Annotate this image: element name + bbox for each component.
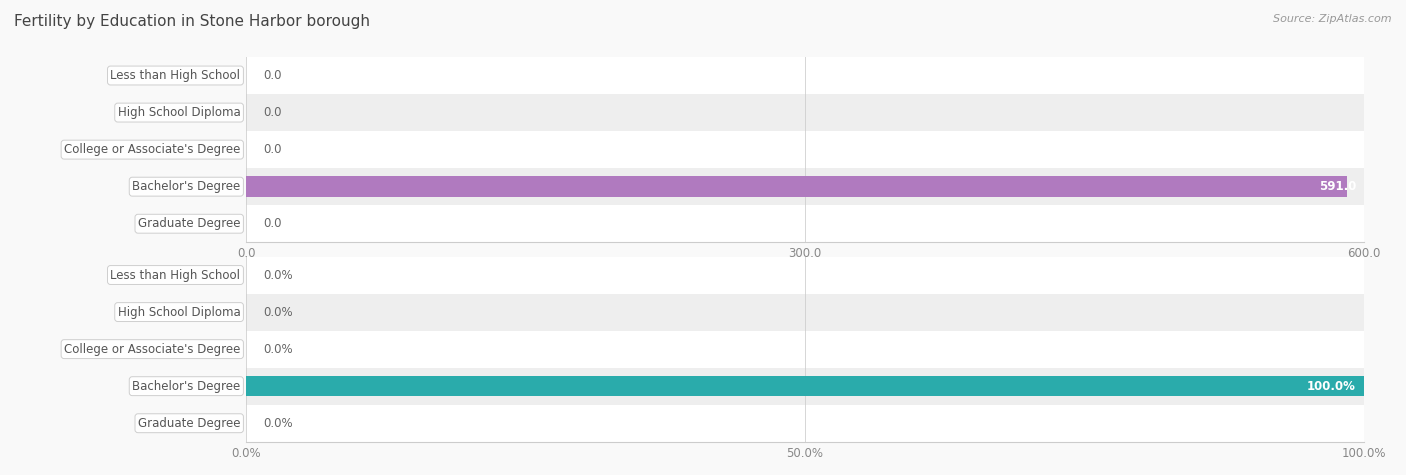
Text: Bachelor's Degree: Bachelor's Degree xyxy=(132,180,240,193)
Bar xyxy=(246,131,1364,168)
Text: Graduate Degree: Graduate Degree xyxy=(138,417,240,430)
Bar xyxy=(246,405,1364,442)
Text: 0.0%: 0.0% xyxy=(263,417,292,430)
Text: 0.0%: 0.0% xyxy=(263,342,292,356)
Text: Less than High School: Less than High School xyxy=(111,69,240,82)
Bar xyxy=(246,57,1364,94)
Text: 100.0%: 100.0% xyxy=(1308,380,1355,393)
Bar xyxy=(246,205,1364,242)
Bar xyxy=(246,368,1364,405)
Bar xyxy=(246,94,1364,131)
Bar xyxy=(246,256,1364,294)
Text: College or Associate's Degree: College or Associate's Degree xyxy=(65,342,240,356)
Text: Graduate Degree: Graduate Degree xyxy=(138,217,240,230)
Text: Bachelor's Degree: Bachelor's Degree xyxy=(132,380,240,393)
Text: 591.0: 591.0 xyxy=(1319,180,1355,193)
Text: 0.0%: 0.0% xyxy=(263,268,292,282)
Text: High School Diploma: High School Diploma xyxy=(118,305,240,319)
Bar xyxy=(246,294,1364,331)
Bar xyxy=(246,168,1364,205)
Bar xyxy=(246,331,1364,368)
Text: 0.0: 0.0 xyxy=(263,69,281,82)
Text: Fertility by Education in Stone Harbor borough: Fertility by Education in Stone Harbor b… xyxy=(14,14,370,29)
Text: 0.0%: 0.0% xyxy=(263,305,292,319)
Text: Less than High School: Less than High School xyxy=(111,268,240,282)
Text: High School Diploma: High School Diploma xyxy=(118,106,240,119)
Bar xyxy=(246,376,1364,396)
Text: Source: ZipAtlas.com: Source: ZipAtlas.com xyxy=(1274,14,1392,24)
Text: 0.0: 0.0 xyxy=(263,143,281,156)
Text: 0.0: 0.0 xyxy=(263,106,281,119)
Bar xyxy=(246,177,1347,197)
Text: College or Associate's Degree: College or Associate's Degree xyxy=(65,143,240,156)
Text: 0.0: 0.0 xyxy=(263,217,281,230)
